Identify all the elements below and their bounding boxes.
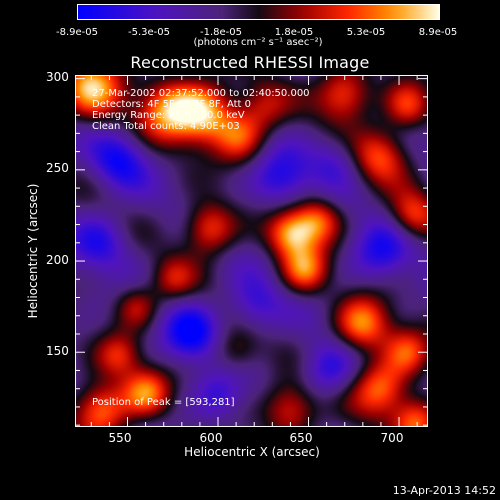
colorbar-units: (photons cm⁻² s⁻¹ asec⁻²) [193, 37, 323, 48]
annotation-time: 27-Mar-2002 02:37:52.000 to 02:40:50.000 [92, 88, 310, 99]
timestamp: 13-Apr-2013 14:52 [392, 484, 496, 497]
annotation-peak: Position of Peak = [593,281] [92, 397, 235, 408]
chart-title: Reconstructed RHESSI Image [130, 53, 370, 72]
colorbar-tick-label: -1.8e-05 [200, 27, 242, 38]
x-tick-label: 700 [380, 431, 404, 445]
annotation-clean: Clean Total counts: 4.90E+03 [92, 121, 240, 132]
colorbar-tick-label: -5.3e-05 [128, 27, 170, 38]
colorbar-tick-label: 8.9e-05 [418, 27, 458, 38]
annotation-detectors: Detectors: 4F 5F 6F 7F 8F, Att 0 [92, 99, 252, 110]
x-tick-label: 550 [108, 431, 132, 445]
heatmap-image [75, 75, 428, 427]
colorbar-tick-label: -8.9e-05 [56, 27, 98, 38]
heatmap-plot [75, 75, 428, 427]
y-tick-label: 200 [46, 253, 69, 267]
colorbar [77, 4, 440, 20]
x-tick-label: 650 [289, 431, 313, 445]
plot-area [75, 75, 428, 427]
annotation-energy: Energy Range: 25.0 - 50.0 keV [92, 110, 245, 121]
x-tick-label: 600 [199, 431, 223, 445]
y-tick-label: 300 [46, 70, 69, 84]
y-axis-label: Heliocentric Y (arcsec) [26, 183, 40, 319]
x-axis-label: Heliocentric X (arcsec) [184, 445, 320, 459]
colorbar-tick-label: 5.3e-05 [346, 27, 386, 38]
y-tick-label: 150 [46, 344, 69, 358]
plot-frame [75, 75, 428, 427]
colorbar-tick-label: 1.8e-05 [274, 27, 314, 38]
y-tick-label: 250 [46, 161, 69, 175]
